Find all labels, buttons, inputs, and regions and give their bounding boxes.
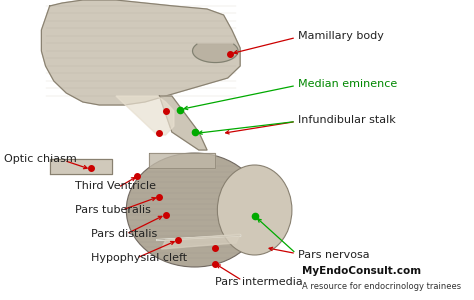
Ellipse shape xyxy=(218,165,292,255)
Text: Pars intermedia: Pars intermedia xyxy=(215,277,303,287)
Text: Median eminence: Median eminence xyxy=(298,79,397,89)
Polygon shape xyxy=(159,96,207,150)
Text: Pars nervosa: Pars nervosa xyxy=(298,250,370,260)
Text: Infundibular stalk: Infundibular stalk xyxy=(298,115,396,125)
Text: Pars distalis: Pars distalis xyxy=(91,229,157,239)
Text: A resource for endocrinology trainees: A resource for endocrinology trainees xyxy=(302,282,461,291)
Text: Optic chiasm: Optic chiasm xyxy=(4,154,77,164)
Polygon shape xyxy=(149,153,215,168)
Polygon shape xyxy=(116,96,174,135)
Ellipse shape xyxy=(126,153,263,267)
Polygon shape xyxy=(50,159,112,174)
Polygon shape xyxy=(41,0,240,105)
Polygon shape xyxy=(192,44,238,62)
Polygon shape xyxy=(162,234,240,249)
Text: Hypophysial cleft: Hypophysial cleft xyxy=(91,253,187,263)
Text: MyEndoConsult.com: MyEndoConsult.com xyxy=(302,266,421,277)
Text: Third Ventricle: Third Ventricle xyxy=(74,181,155,191)
Text: Mamillary body: Mamillary body xyxy=(298,31,384,41)
Text: Pars tuberalis: Pars tuberalis xyxy=(74,205,150,215)
